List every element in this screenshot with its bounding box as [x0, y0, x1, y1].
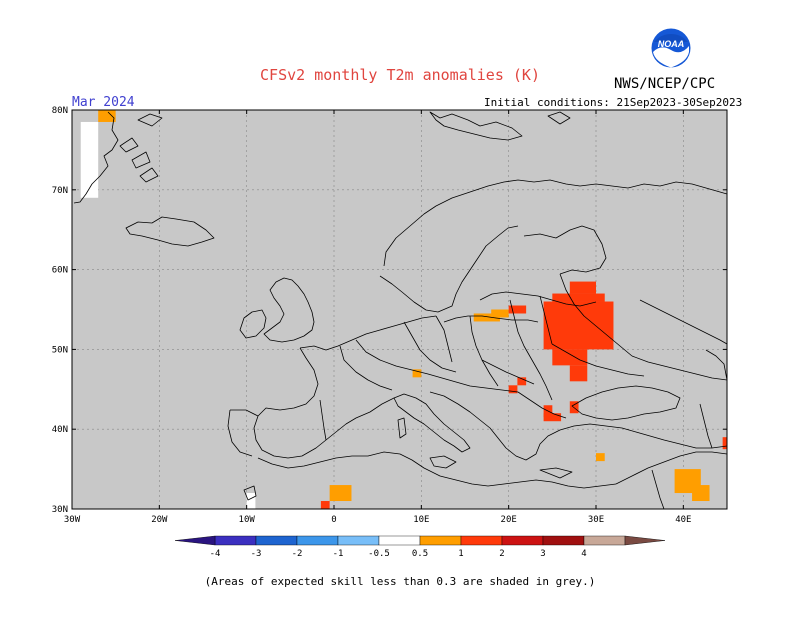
- lat-label: 40N: [52, 425, 68, 435]
- lat-label: 80N: [52, 106, 68, 116]
- colorbar-label: 0.5: [412, 549, 428, 559]
- org-label: NWS/NCEP/CPC: [614, 76, 716, 92]
- colorbar-segment: [214, 535, 257, 546]
- anomaly-cell: [98, 110, 116, 122]
- anomaly-cell: [543, 413, 562, 422]
- lat-label: 70N: [52, 186, 68, 196]
- lat-label: 30N: [52, 505, 68, 515]
- colorbar-label: -4: [210, 549, 221, 559]
- colorbar-label: 2: [499, 549, 504, 559]
- map-title: CFSv2 monthly T2m anomalies (K): [260, 66, 540, 84]
- colorbar-segment: [501, 535, 544, 546]
- skill-mask-background: [72, 110, 727, 509]
- colorbar-label: -0.5: [368, 549, 390, 559]
- anomaly-cell: [552, 349, 588, 366]
- colorbar-segment: [460, 535, 503, 546]
- colorbar-label: 1: [458, 549, 463, 559]
- footnote-skill-note: (Areas of expected skill less than 0.3 a…: [204, 575, 596, 588]
- colorbar-label: 4: [581, 549, 586, 559]
- colorbar-label: -3: [251, 549, 262, 559]
- colorbar-segment: [583, 535, 626, 546]
- colorbar-arrow-high: [624, 535, 666, 546]
- colorbar-label: -2: [292, 549, 303, 559]
- lon-label: 20E: [501, 515, 517, 525]
- colorbar-segment: [337, 535, 380, 546]
- lon-label: 30W: [64, 515, 81, 525]
- lon-label: 0: [331, 515, 336, 525]
- anomaly-cell: [412, 369, 422, 378]
- colorbar-arrow-low: [174, 535, 216, 546]
- map-border: [71, 109, 728, 510]
- lon-label: 10E: [413, 515, 429, 525]
- anomaly-cell: [543, 301, 614, 350]
- anomaly-cell: [329, 485, 352, 502]
- colorbar-label: -1: [333, 549, 344, 559]
- noaa-logo-icon: NOAA: [651, 28, 691, 68]
- anomaly-cell: [508, 305, 527, 314]
- colorbar-segment: [378, 535, 421, 546]
- colorbar-label: 3: [540, 549, 545, 559]
- coastlines-and-borders: [73, 111, 727, 509]
- anomaly-cell: [692, 485, 710, 502]
- noaa-logo-text: NOAA: [658, 39, 685, 49]
- colorbar-segment: [542, 535, 585, 546]
- anomaly-cell: [246, 493, 256, 509]
- initial-conditions: Initial conditions: 21Sep2023-30Sep2023: [484, 96, 743, 109]
- colorbar-segment: [255, 535, 298, 546]
- anomaly-cell: [722, 437, 727, 450]
- colorbar-segment: [296, 535, 339, 546]
- graticule-grid: [72, 110, 727, 509]
- colorbar-segment: [419, 535, 462, 546]
- lat-label: 60N: [52, 266, 68, 276]
- anomaly-cell: [320, 501, 330, 509]
- lat-label: 50N: [52, 345, 68, 355]
- anomaly-cell: [517, 377, 527, 386]
- anomaly-cell: [473, 313, 500, 322]
- anomaly-cell: [596, 453, 605, 462]
- anomaly-cell: [569, 365, 588, 382]
- forecast-month: Mar 2024: [72, 95, 135, 110]
- anomaly-cell: [552, 293, 605, 302]
- lon-label: 20W: [151, 515, 168, 525]
- anomaly-cell: [569, 281, 596, 294]
- colorbar-legend: -4 -3 -2 -1 -0.5 0.5 1 2 3 4: [174, 535, 666, 559]
- lon-label: 40E: [675, 515, 691, 525]
- lon-label: 30E: [588, 515, 604, 525]
- lon-label: 10W: [239, 515, 256, 525]
- anomaly-cell: [508, 385, 518, 394]
- anomaly-cell: [80, 121, 99, 198]
- anomaly-cell: [491, 309, 509, 318]
